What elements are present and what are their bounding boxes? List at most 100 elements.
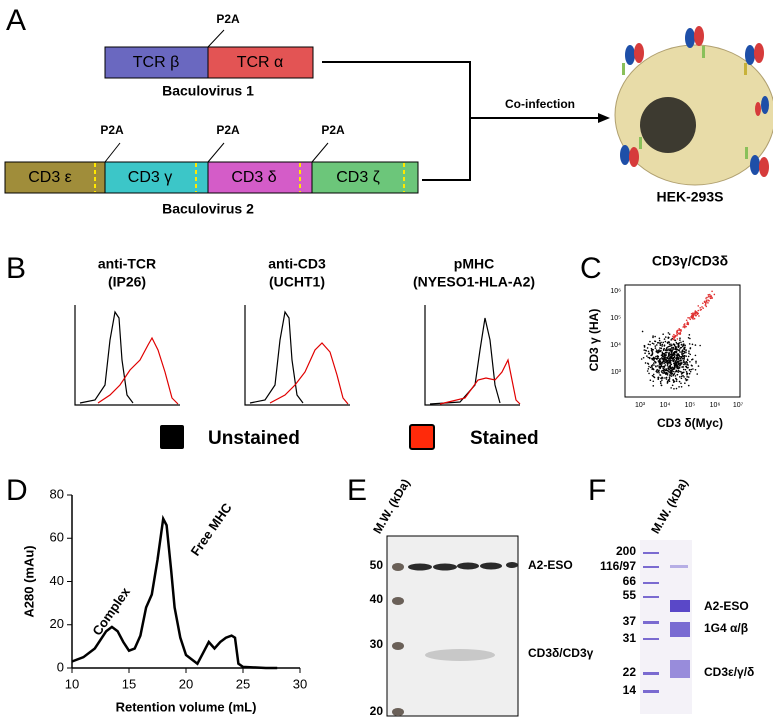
dot bbox=[665, 376, 668, 379]
dot bbox=[690, 368, 693, 371]
dot bbox=[667, 332, 670, 334]
dot bbox=[667, 341, 670, 343]
dot bbox=[669, 345, 672, 347]
dot bbox=[656, 365, 659, 367]
dot bbox=[659, 350, 662, 352]
marker-label: 30 bbox=[370, 637, 384, 651]
dot bbox=[659, 344, 662, 346]
dot bbox=[654, 347, 657, 349]
dot bbox=[666, 380, 669, 382]
dot bbox=[697, 309, 700, 312]
dot bbox=[669, 369, 672, 372]
dot bbox=[669, 367, 672, 370]
dot bbox=[707, 299, 709, 301]
dot bbox=[682, 326, 684, 328]
dot bbox=[679, 351, 681, 353]
dot bbox=[647, 368, 650, 370]
dot bbox=[678, 366, 681, 369]
dot bbox=[686, 379, 689, 381]
blot-bands bbox=[408, 562, 518, 571]
dot bbox=[680, 328, 682, 331]
dot bbox=[686, 363, 688, 366]
panel-letter: F bbox=[588, 474, 606, 507]
dot bbox=[678, 332, 680, 335]
axis-title: M.W. (kDa) bbox=[648, 477, 690, 537]
segment-label: TCR α bbox=[237, 54, 284, 71]
dot bbox=[679, 332, 682, 335]
dot bbox=[674, 335, 677, 338]
dot bbox=[677, 371, 680, 373]
dot bbox=[679, 359, 681, 362]
dot bbox=[683, 326, 686, 329]
dot bbox=[648, 365, 650, 368]
plot-title: CD3γ/CD3δ bbox=[652, 253, 728, 269]
band-label: 1G4 α/β bbox=[704, 621, 748, 635]
dot bbox=[659, 360, 661, 363]
dot bbox=[665, 368, 667, 370]
dot bbox=[687, 384, 690, 387]
dot bbox=[676, 373, 679, 376]
dot bbox=[675, 380, 678, 382]
dot bbox=[668, 376, 671, 378]
dot bbox=[675, 377, 677, 380]
line bbox=[71, 514, 278, 670]
dot bbox=[671, 366, 674, 369]
dot bbox=[646, 355, 648, 357]
dot bbox=[652, 380, 655, 383]
dot bbox=[640, 358, 643, 360]
dot bbox=[679, 376, 681, 378]
dot bbox=[652, 385, 655, 387]
dot bbox=[659, 382, 662, 385]
marker-label: 40 bbox=[370, 592, 384, 606]
y-tick-label: 80 bbox=[50, 486, 64, 501]
dot bbox=[694, 313, 697, 315]
dot bbox=[643, 345, 646, 347]
dot bbox=[658, 339, 661, 342]
dot bbox=[661, 371, 663, 374]
dot bbox=[686, 323, 688, 325]
dot bbox=[670, 375, 673, 377]
dot bbox=[708, 294, 710, 296]
blot bbox=[386, 535, 519, 717]
dot bbox=[664, 336, 667, 338]
plot-title: anti-TCR bbox=[98, 256, 156, 272]
dot bbox=[653, 357, 655, 360]
dot bbox=[688, 334, 691, 336]
dot bbox=[677, 342, 680, 345]
dot bbox=[650, 347, 653, 350]
dot bbox=[702, 307, 704, 309]
tick-label: 10³ bbox=[611, 369, 622, 376]
dot bbox=[707, 295, 710, 298]
dot bbox=[660, 347, 663, 350]
marker-label: 37 bbox=[623, 614, 637, 628]
dot bbox=[658, 349, 660, 352]
dot bbox=[667, 355, 670, 357]
dot bbox=[696, 373, 699, 375]
marker-label: 31 bbox=[623, 631, 637, 645]
dot bbox=[648, 372, 650, 375]
dot bbox=[689, 353, 692, 356]
dot bbox=[675, 364, 677, 366]
dot bbox=[659, 362, 661, 364]
dot bbox=[675, 359, 678, 361]
dot bbox=[642, 356, 645, 359]
panel-letter: E bbox=[347, 474, 367, 507]
dot bbox=[699, 306, 701, 309]
dot bbox=[679, 357, 682, 360]
dot bbox=[659, 363, 662, 366]
dot bbox=[695, 311, 698, 313]
faint-bands bbox=[425, 649, 495, 661]
dot bbox=[654, 335, 656, 338]
dot bbox=[674, 354, 676, 356]
dot bbox=[648, 352, 650, 355]
dot bbox=[664, 352, 666, 355]
dot bbox=[682, 368, 685, 371]
dot bbox=[657, 378, 660, 381]
axis-label: CD3 γ (HA) bbox=[587, 309, 601, 372]
linker-label: P2A bbox=[216, 123, 240, 137]
dot bbox=[661, 357, 664, 360]
dot bbox=[656, 341, 659, 344]
dot bbox=[670, 344, 673, 347]
dot bbox=[702, 302, 704, 305]
dot bbox=[669, 365, 671, 367]
